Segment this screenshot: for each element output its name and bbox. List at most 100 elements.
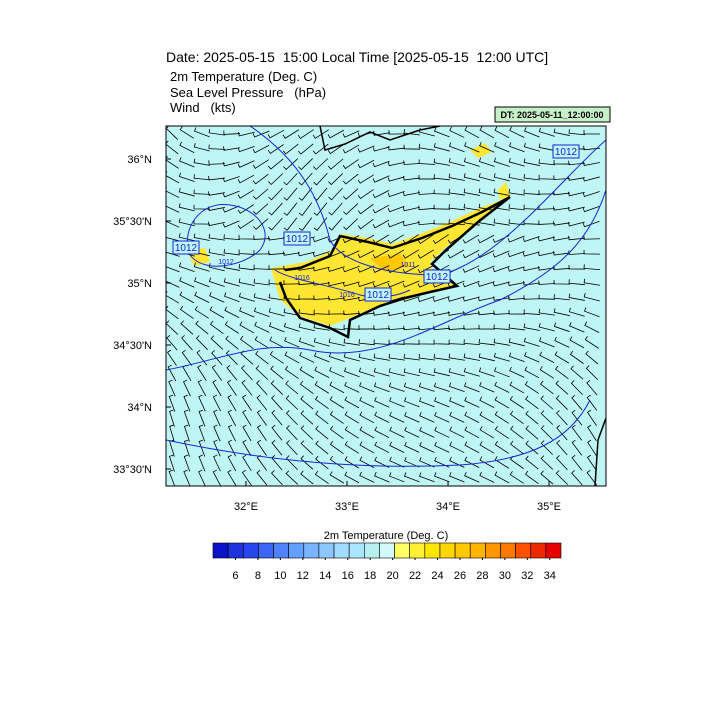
wind-barb	[373, 325, 391, 330]
wind-barb	[239, 335, 254, 349]
wind-barb	[539, 337, 555, 348]
wind-barb	[419, 411, 435, 423]
wind-barb	[508, 352, 525, 363]
wind-barb	[418, 143, 435, 151]
wind-barb	[403, 144, 421, 150]
wind-barb	[285, 410, 298, 426]
wind-barb	[343, 338, 360, 346]
wind-barb	[329, 425, 344, 439]
contour-label: 1016	[339, 292, 355, 299]
wind-barb	[509, 381, 525, 394]
wind-barb	[343, 310, 361, 316]
wind-barb	[567, 206, 585, 212]
wind-barb	[555, 380, 569, 395]
wind-barb	[492, 266, 510, 273]
wind-barb	[479, 456, 495, 469]
wind-barb	[418, 353, 435, 361]
wind-barb	[418, 175, 436, 180]
wind-barb	[193, 158, 210, 166]
wind-barb	[256, 439, 267, 456]
wind-barb	[372, 219, 390, 229]
wind-barb	[312, 235, 330, 243]
wind-barb	[357, 189, 374, 200]
wind-barb	[479, 471, 495, 483]
wind-barb	[448, 188, 465, 196]
wind-barb	[166, 349, 177, 366]
wind-barb	[256, 394, 268, 411]
wind-barb	[479, 441, 495, 454]
wind-barb	[297, 143, 314, 155]
wind-barb	[223, 130, 241, 135]
wind-barb	[271, 424, 283, 441]
wind-barb	[403, 191, 420, 196]
wind-barb	[357, 250, 375, 259]
wind-barb	[447, 249, 465, 259]
wind-barb	[417, 249, 435, 259]
wind-barb	[208, 248, 225, 256]
wind-barb	[538, 308, 555, 316]
wind-barb	[554, 336, 570, 348]
wind-barb	[582, 176, 600, 182]
wind-barb	[179, 157, 195, 168]
wind-barb	[403, 160, 421, 165]
wind-barb	[493, 296, 510, 301]
wind-barb	[508, 295, 526, 301]
wind-barb	[538, 323, 555, 332]
wind-barb	[571, 454, 583, 471]
wind-barb	[239, 307, 255, 318]
wind-barb	[166, 262, 180, 273]
wind-barb	[238, 292, 255, 302]
wind-barb	[507, 266, 525, 272]
wind-barb	[166, 201, 180, 213]
wind-barb	[568, 279, 586, 286]
wind-barb	[523, 158, 540, 166]
wind-barb	[571, 409, 583, 426]
y-tick-label: 34°30'N	[113, 340, 152, 352]
wind-barb	[478, 324, 496, 330]
wind-barb	[314, 395, 329, 409]
wind-barb	[183, 394, 191, 412]
wind-barb	[168, 454, 175, 472]
wind-barb	[300, 470, 314, 485]
wind-barb	[193, 127, 210, 138]
wind-barb	[169, 439, 175, 457]
wind-barb	[404, 426, 420, 438]
wind-barb	[181, 335, 193, 351]
wind-barb	[313, 323, 330, 331]
wind-barb	[268, 265, 286, 270]
contour-label-box	[172, 240, 200, 255]
wind-barb	[315, 425, 329, 440]
wind-barb	[555, 470, 568, 485]
field-label: 2m Temperature (Deg. C)	[170, 69, 317, 84]
wind-barb	[209, 306, 225, 319]
warm-area	[470, 143, 510, 200]
wind-barb	[252, 130, 270, 138]
wind-barb	[178, 218, 195, 227]
colorbar-box	[348, 542, 365, 559]
wind-barb	[373, 353, 390, 361]
colorbar-label: 16	[342, 570, 354, 582]
wind-barb	[179, 291, 195, 304]
wind-barb	[213, 454, 221, 472]
wind-barb	[568, 293, 585, 301]
wind-barb	[494, 396, 510, 409]
wind-barb	[271, 409, 283, 426]
wind-barb	[237, 145, 255, 153]
wind-barb	[571, 470, 583, 486]
wind-barb	[556, 440, 568, 456]
wind-barb	[539, 351, 555, 363]
wind-barb	[344, 381, 360, 393]
wind-barb	[537, 251, 555, 257]
wind-barb	[283, 251, 300, 256]
wind-barb	[225, 335, 239, 350]
wind-barb	[313, 337, 330, 347]
wind-barb	[569, 322, 585, 333]
wind-barb	[418, 382, 435, 392]
wind-barb	[432, 296, 450, 302]
wind-barb	[523, 323, 540, 331]
wind-barb	[583, 161, 600, 166]
wind-barb	[268, 235, 285, 241]
wind-barb	[477, 250, 495, 258]
wind-barb	[227, 439, 236, 457]
